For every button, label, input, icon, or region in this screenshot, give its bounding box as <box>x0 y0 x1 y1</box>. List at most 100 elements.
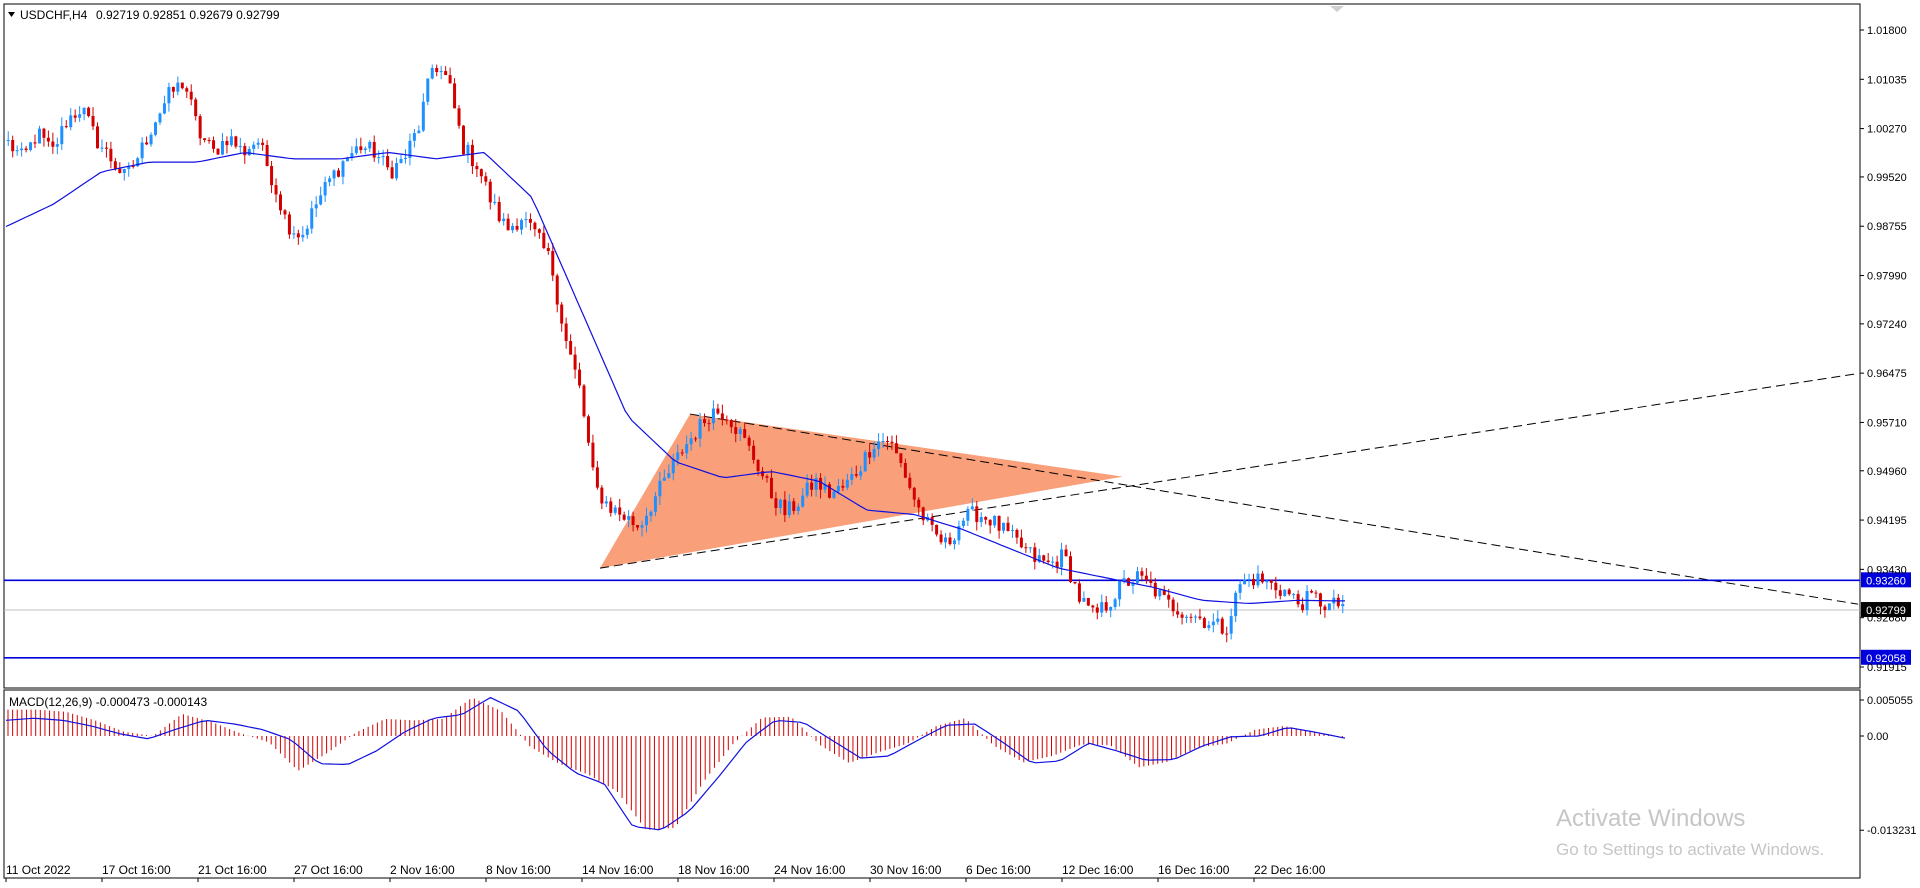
candle-down <box>216 148 220 155</box>
candle-down <box>296 233 300 238</box>
candle-up <box>158 113 162 123</box>
candle-down <box>1198 616 1202 619</box>
candle-down <box>569 341 573 355</box>
candle-up <box>1135 571 1139 583</box>
candle-down <box>1140 571 1144 576</box>
candle-up <box>122 168 126 174</box>
candle-down <box>1042 555 1046 561</box>
symbol-dropdown-icon[interactable] <box>8 12 15 17</box>
candle-up <box>685 444 689 454</box>
candle-down <box>636 525 640 528</box>
candle-down <box>453 83 457 109</box>
candle-up <box>814 478 818 490</box>
candle-down <box>694 438 698 440</box>
candle-down <box>87 107 91 117</box>
candle-up <box>1100 602 1104 613</box>
trendline-lower[interactable] <box>599 372 1859 569</box>
symbol-label: USDCHF,H4 <box>20 8 88 22</box>
candle-up <box>162 103 166 114</box>
time-tick-label: 21 Oct 16:00 <box>198 863 267 877</box>
candle-down <box>578 369 582 386</box>
candle-up <box>1051 561 1055 563</box>
candle-up <box>640 525 644 528</box>
current-price-tag <box>1861 602 1911 618</box>
candle-up <box>520 220 524 230</box>
candle-down <box>631 516 635 526</box>
candle-down <box>564 323 568 342</box>
candle-down <box>109 148 113 162</box>
price-axis[interactable]: 1.01800 1.01035 1.00270 0.99520 0.98755 0.979… <box>1860 25 1907 674</box>
candle-up <box>301 234 305 238</box>
candle-down <box>618 507 622 515</box>
candle-down <box>51 141 55 147</box>
candle-down <box>448 75 452 84</box>
candle-up <box>1207 625 1211 628</box>
trendline-upper[interactable] <box>689 413 1859 605</box>
candle-up <box>292 233 296 235</box>
candle-down <box>171 87 175 92</box>
candle-down <box>761 471 765 477</box>
price-tick-label: 0.96475 <box>1867 368 1907 380</box>
candle-down <box>729 420 733 428</box>
candle-down <box>1310 591 1314 593</box>
candle-down <box>118 168 122 174</box>
candle-down <box>506 218 510 231</box>
candle-down <box>234 136 238 147</box>
candle-up <box>220 141 224 155</box>
candle-down <box>819 478 823 490</box>
triangle-pattern[interactable] <box>599 372 1859 605</box>
candle-down <box>912 487 916 500</box>
candle-down <box>386 156 390 168</box>
time-tick-label: 2 Nov 16:00 <box>390 863 455 877</box>
candle-down <box>488 181 492 203</box>
candle-up <box>439 71 443 73</box>
candle-up <box>426 78 430 102</box>
candlesticks <box>6 64 1345 643</box>
candle-up <box>671 459 675 474</box>
candle-up <box>970 506 974 510</box>
candle-down <box>1278 590 1282 596</box>
activate-windows-subtitle: Go to Settings to activate Windows. <box>1556 840 1825 859</box>
triangle-fill[interactable] <box>600 414 1123 569</box>
candle-up <box>658 480 662 497</box>
candle-up <box>787 501 791 516</box>
candle-up <box>801 495 805 507</box>
candle-up <box>832 491 836 498</box>
candle-down <box>774 498 778 509</box>
horizontal-levels[interactable]: 0.93260 0.92058 0.92799 <box>4 572 1911 665</box>
candle-down <box>528 219 532 223</box>
candle-down <box>1269 580 1273 583</box>
candle-down <box>533 222 537 230</box>
candle-down <box>765 476 769 478</box>
candle-up <box>1238 584 1242 593</box>
candle-up <box>711 408 715 424</box>
candle-down <box>1296 594 1300 605</box>
candle-up <box>368 142 372 149</box>
time-axis[interactable]: 11 Oct 2022 17 Oct 16:00 21 Oct 16:00 27 Oc… <box>5 863 1326 882</box>
candle-down <box>1171 599 1175 612</box>
level-price-tag <box>1861 572 1911 588</box>
candle-down <box>783 499 787 516</box>
candle-up <box>738 429 742 434</box>
candle-up <box>345 158 349 162</box>
candle-down <box>1064 549 1068 557</box>
macd-signal-line <box>5 696 1346 831</box>
candle-down <box>622 514 626 520</box>
candle-up <box>363 148 367 151</box>
price-tick-label: 1.01035 <box>1867 74 1907 86</box>
candle-up <box>403 157 407 159</box>
candle-up <box>69 115 73 128</box>
candle-up <box>1265 580 1269 583</box>
candle-down <box>11 139 15 152</box>
candle-up <box>863 452 867 472</box>
candle-down <box>1323 606 1327 611</box>
price-panel-frame <box>3 3 1861 689</box>
candle-down <box>546 248 550 252</box>
candle-down <box>104 147 108 149</box>
candle-down <box>988 519 992 526</box>
time-tick-label: 30 Nov 16:00 <box>870 863 942 877</box>
candle-up <box>314 204 318 209</box>
candle-down <box>921 507 925 521</box>
